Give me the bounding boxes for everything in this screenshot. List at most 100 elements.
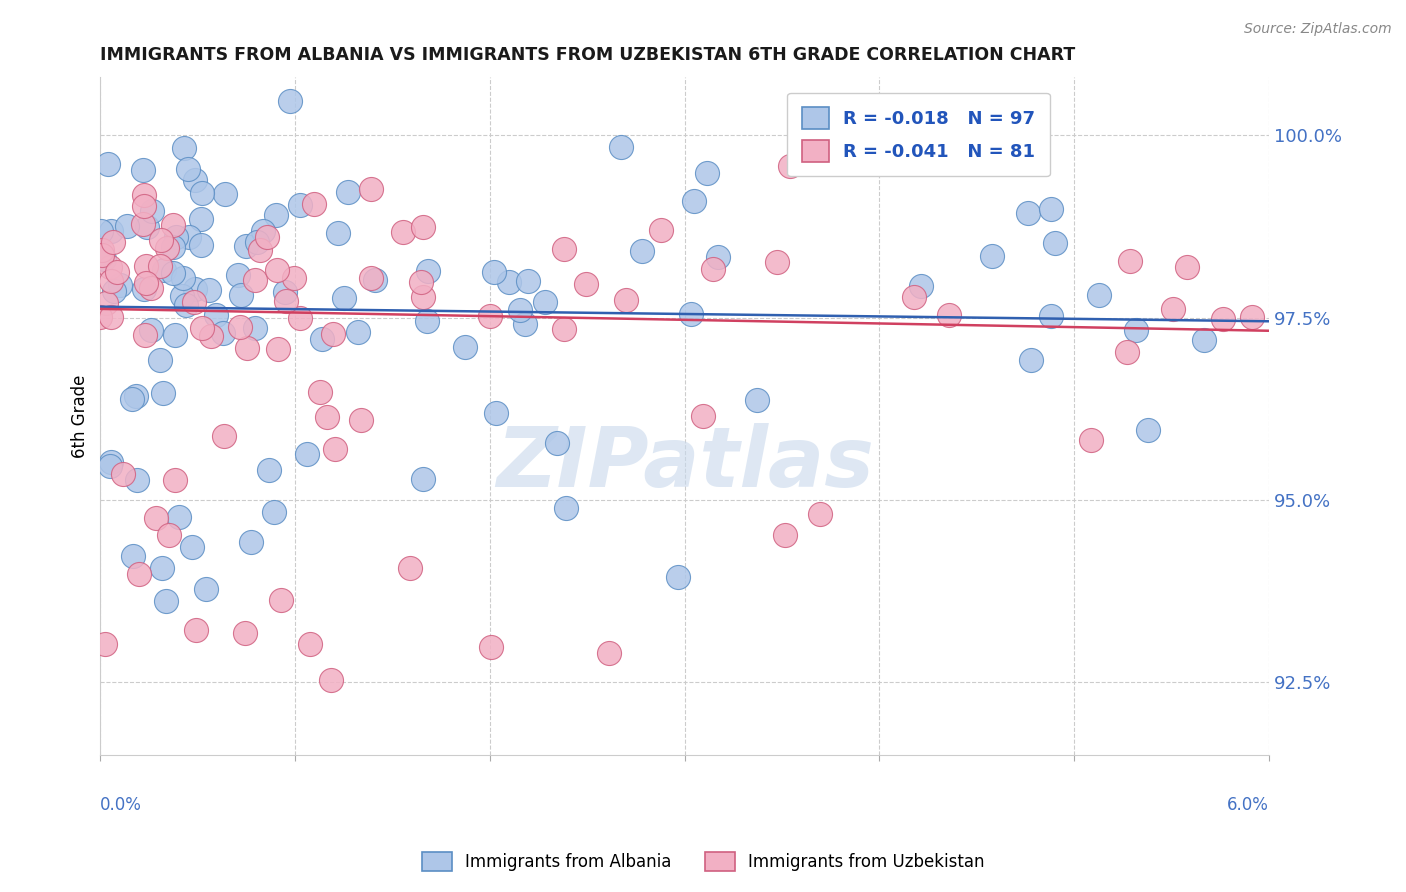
Point bbox=[553, 321, 575, 335]
Point bbox=[194, 582, 217, 597]
Point bbox=[139, 281, 162, 295]
Point bbox=[100, 455, 122, 469]
Point bbox=[163, 473, 186, 487]
Point bbox=[337, 185, 360, 199]
Point bbox=[1043, 236, 1066, 251]
Point bbox=[132, 163, 155, 178]
Point bbox=[184, 623, 207, 637]
Point bbox=[172, 289, 194, 303]
Point bbox=[228, 319, 250, 334]
Point bbox=[707, 250, 730, 264]
Point bbox=[162, 266, 184, 280]
Point bbox=[288, 198, 311, 212]
Point bbox=[134, 199, 156, 213]
Point bbox=[485, 406, 508, 420]
Point bbox=[1212, 312, 1234, 326]
Point bbox=[316, 409, 339, 424]
Point bbox=[135, 276, 157, 290]
Point bbox=[779, 159, 801, 173]
Point bbox=[167, 509, 190, 524]
Point bbox=[266, 263, 288, 277]
Legend: Immigrants from Albania, Immigrants from Uzbekistan: Immigrants from Albania, Immigrants from… bbox=[413, 843, 993, 880]
Point bbox=[346, 326, 368, 340]
Point bbox=[176, 298, 198, 312]
Point bbox=[233, 626, 256, 640]
Point bbox=[200, 329, 222, 343]
Point bbox=[149, 259, 172, 273]
Point bbox=[981, 249, 1004, 263]
Point bbox=[554, 501, 576, 516]
Point bbox=[135, 219, 157, 234]
Point bbox=[205, 308, 228, 322]
Point bbox=[117, 219, 139, 234]
Point bbox=[773, 528, 796, 542]
Point bbox=[226, 268, 249, 282]
Point bbox=[1119, 253, 1142, 268]
Point bbox=[1021, 353, 1043, 368]
Point bbox=[412, 290, 434, 304]
Point bbox=[125, 473, 148, 487]
Point bbox=[274, 293, 297, 308]
Point bbox=[416, 314, 439, 328]
Point bbox=[101, 235, 124, 249]
Point bbox=[498, 276, 520, 290]
Point bbox=[412, 220, 434, 235]
Point bbox=[598, 647, 620, 661]
Point bbox=[252, 224, 274, 238]
Point bbox=[681, 307, 703, 321]
Point bbox=[631, 244, 654, 259]
Point bbox=[103, 285, 125, 299]
Point bbox=[184, 283, 207, 297]
Point bbox=[1088, 288, 1111, 302]
Point bbox=[1241, 310, 1264, 324]
Point bbox=[278, 94, 301, 108]
Point bbox=[1116, 345, 1139, 359]
Point bbox=[135, 259, 157, 273]
Point bbox=[283, 271, 305, 285]
Point bbox=[299, 637, 322, 651]
Point bbox=[1137, 423, 1160, 437]
Point bbox=[108, 277, 131, 292]
Point bbox=[190, 238, 212, 252]
Point bbox=[808, 507, 831, 521]
Point bbox=[288, 311, 311, 326]
Point bbox=[702, 261, 724, 276]
Point bbox=[89, 310, 111, 324]
Point bbox=[245, 321, 267, 335]
Point bbox=[574, 277, 596, 291]
Point bbox=[245, 273, 267, 287]
Point bbox=[692, 409, 714, 423]
Point bbox=[235, 341, 257, 355]
Point bbox=[162, 240, 184, 254]
Point bbox=[100, 310, 122, 324]
Point bbox=[165, 327, 187, 342]
Text: 6.0%: 6.0% bbox=[1227, 796, 1270, 814]
Point bbox=[412, 472, 434, 486]
Point bbox=[165, 230, 187, 244]
Y-axis label: 6th Grade: 6th Grade bbox=[72, 375, 89, 458]
Point bbox=[197, 283, 219, 297]
Point bbox=[553, 242, 575, 256]
Point bbox=[323, 442, 346, 456]
Point bbox=[132, 187, 155, 202]
Point bbox=[90, 224, 112, 238]
Point bbox=[159, 527, 181, 541]
Point bbox=[1039, 310, 1062, 324]
Point bbox=[152, 561, 174, 575]
Point bbox=[93, 252, 115, 266]
Point bbox=[172, 271, 194, 285]
Point bbox=[546, 435, 568, 450]
Point bbox=[765, 254, 787, 268]
Point bbox=[650, 223, 672, 237]
Point bbox=[98, 458, 121, 473]
Point bbox=[176, 161, 198, 176]
Point bbox=[509, 303, 531, 318]
Point bbox=[134, 328, 156, 343]
Point bbox=[267, 343, 290, 357]
Point bbox=[214, 187, 236, 202]
Point bbox=[273, 285, 295, 300]
Point bbox=[153, 262, 176, 277]
Point bbox=[666, 570, 689, 584]
Point bbox=[399, 561, 422, 575]
Point bbox=[100, 224, 122, 238]
